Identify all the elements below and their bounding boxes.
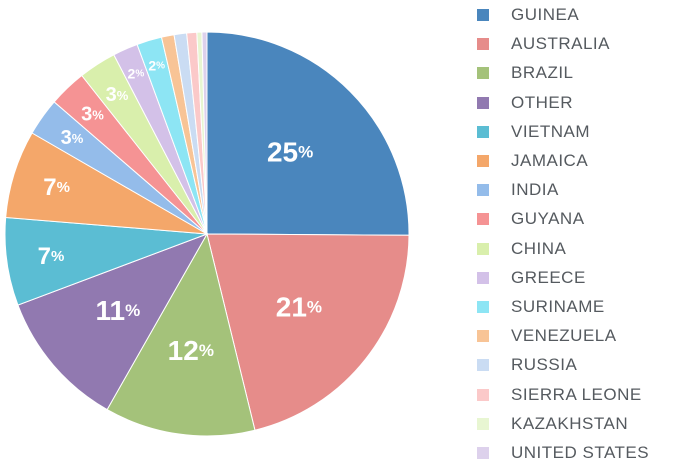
- pie-slice-label-india: 3%: [61, 127, 84, 149]
- pie-slice-other: [17, 233, 209, 411]
- legend-item-united-states: UNITED STATES: [477, 443, 649, 463]
- legend-swatch: [477, 388, 489, 401]
- legend-label: INDIA: [511, 180, 559, 200]
- legend-swatch: [477, 67, 489, 80]
- legend-item-russia: RUSSIA: [477, 355, 577, 375]
- legend-item-china: CHINA: [477, 239, 566, 259]
- pie-slice-value: 2: [148, 58, 156, 74]
- legend: GUINEA AUSTRALIA BRAZIL OTHER VIETNAM JAMAICA…: [477, 0, 677, 468]
- legend-swatch: [477, 155, 489, 167]
- legend-label: UNITED STATES: [511, 443, 650, 462]
- pie-slice-value: 12: [168, 335, 199, 366]
- percent-sign: %: [307, 297, 322, 316]
- legend-item-suriname: SURINAME: [477, 297, 605, 317]
- legend-swatch: [477, 213, 489, 226]
- pie-plot: 25%21%12%11%7%7%3%3%3%2% 2%: [4, 31, 410, 437]
- percent-sign: %: [92, 107, 104, 122]
- percent-sign: %: [298, 142, 313, 161]
- legend-label: BRAZIL: [511, 63, 574, 83]
- legend-label: GUYANA: [511, 209, 585, 229]
- percent-sign: %: [51, 247, 64, 264]
- pie-slice-label-australia: 21%: [276, 291, 322, 322]
- pie-slice-australia: [206, 233, 410, 431]
- legend-label: KAZAKHSTAN: [511, 413, 629, 433]
- legend-label: VIETNAM: [511, 121, 591, 141]
- pie-slice-value: 7: [43, 174, 56, 201]
- legend-label: RUSSIA: [511, 355, 578, 375]
- percent-sign: %: [72, 131, 84, 146]
- pie-slice-labels: 25%21%12%11%7%7%3%3%3%2% 2%: [38, 58, 322, 366]
- pie-slice-label-suriname: 2%: [148, 58, 165, 74]
- percent-sign: %: [199, 341, 214, 360]
- legend-swatch: [477, 301, 489, 313]
- legend-label: OTHER: [511, 92, 573, 112]
- pie-slice-value: 3: [81, 103, 92, 125]
- legend-item-vietnam: VIETNAM: [477, 122, 590, 142]
- legend-item-guinea: GUINEA: [477, 5, 579, 25]
- pie-slice-label-other: 11%: [96, 295, 141, 326]
- pie-slice-label-guinea: 25%: [267, 136, 313, 167]
- legend-swatch: [477, 184, 489, 197]
- pie-slice-united-states: [201, 31, 208, 235]
- pie-slice-label-vietnam: 7%: [38, 242, 65, 269]
- pie-slice-value: 3: [106, 84, 117, 106]
- legend-item-kazakhstan: KAZAKHSTAN: [477, 414, 628, 434]
- legend-swatch: [477, 447, 489, 459]
- percent-sign: %: [156, 60, 165, 71]
- legend-swatch: [477, 96, 489, 109]
- pie-slice-label-china: 3%: [106, 84, 129, 106]
- pie-slice-label-guyana: 3%: [81, 103, 104, 125]
- pie-slice-value: 7: [38, 242, 51, 269]
- legend-swatch: [477, 359, 489, 372]
- legend-swatch: [477, 38, 489, 51]
- legend-swatch: [477, 330, 489, 343]
- percent-sign: %: [135, 68, 144, 79]
- percent-sign: %: [57, 179, 70, 196]
- legend-item-guyana: GUYANA: [477, 209, 585, 229]
- legend-label: JAMAICA: [511, 151, 589, 170]
- legend-item-india: INDIA: [477, 180, 559, 200]
- legend-label: AUSTRALIA: [511, 34, 610, 54]
- legend-item-jamaica: JAMAICA: [477, 151, 588, 171]
- pie-slice-value: 21: [276, 291, 307, 322]
- pie-slices: [4, 31, 410, 437]
- legend-label: GREECE: [511, 267, 586, 287]
- pie-slice-guinea: [206, 31, 410, 236]
- pie-slice-value: 11: [96, 295, 126, 326]
- pie-slice-value: 3: [61, 127, 72, 149]
- percent-sign: %: [125, 301, 140, 320]
- legend-swatch: [477, 125, 489, 138]
- pie-slice-label-jamaica: 7%: [43, 174, 70, 201]
- pie-slice-brazil: [106, 232, 256, 437]
- pie-slice-label-greece: 2%: [128, 65, 145, 81]
- pie-slice-value: 25: [267, 136, 298, 167]
- legend-swatch: [477, 9, 489, 21]
- legend-swatch: [477, 242, 489, 255]
- legend-label: VENEZUELA: [511, 326, 617, 346]
- legend-item-greece: GREECE: [477, 268, 586, 288]
- legend-item-venezuela: VENEZUELA: [477, 326, 617, 346]
- pie-slice-value: 2: [128, 65, 136, 81]
- legend-label: SIERRA LEONE: [511, 384, 642, 404]
- legend-item-sierra-leone: SIERRA LEONE: [477, 385, 642, 405]
- legend-swatch: [477, 417, 489, 430]
- percent-sign: %: [117, 87, 129, 102]
- legend-label: GUINEA: [511, 5, 580, 24]
- legend-label: CHINA: [511, 238, 567, 258]
- legend-item-brazil: BRAZIL: [477, 63, 574, 83]
- legend-label: SURINAME: [511, 297, 605, 316]
- legend-swatch: [477, 271, 489, 284]
- legend-item-other: OTHER: [477, 93, 573, 113]
- pie-slice-label-brazil: 12%: [168, 335, 214, 366]
- legend-item-australia: AUSTRALIA: [477, 34, 610, 54]
